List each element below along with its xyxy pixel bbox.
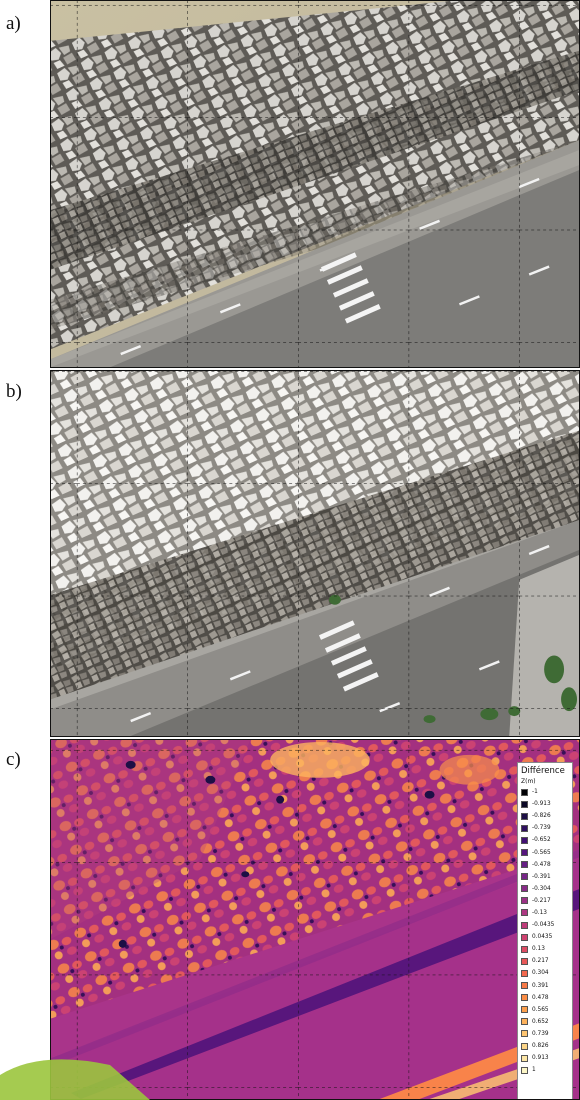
- legend-item: 1: [521, 1064, 569, 1076]
- orthophoto-panel-a: [50, 0, 580, 368]
- panel-label-c: c): [6, 749, 21, 770]
- legend-swatch: [521, 1018, 528, 1026]
- legend-rows: -1 -0.913 -0.826 -0.739 -0.652 -0.565 -0.478 -0…: [521, 786, 569, 1076]
- panel-label-a: a): [6, 13, 21, 34]
- legend-value: 0.913: [532, 1055, 549, 1062]
- legend-item: 0.652: [521, 1016, 569, 1028]
- legend-swatch: [521, 1042, 528, 1050]
- legend-swatch: [521, 1066, 528, 1074]
- legend-value: 0.217: [532, 958, 549, 965]
- legend-item: -0.652: [521, 834, 569, 846]
- legend-item: 0.478: [521, 992, 569, 1004]
- legend-title: Différence: [521, 766, 565, 776]
- legend-value: -0.565: [532, 849, 551, 856]
- legend-item: -0.304: [521, 883, 569, 895]
- legend-swatch: [521, 909, 528, 917]
- legend-value: 0.652: [532, 1018, 549, 1025]
- legend-swatch: [521, 849, 528, 857]
- legend-item: 0.826: [521, 1040, 569, 1052]
- legend-item: -0.565: [521, 846, 569, 858]
- legend-item: -0.13: [521, 907, 569, 919]
- legend-swatch: [521, 957, 528, 965]
- difference-legend: Différence Z(m) -1 -0.913 -0.826 -0.739 -0.6…: [517, 762, 573, 1099]
- legend-swatch: [521, 873, 528, 881]
- legend-value: -0.0435: [532, 922, 555, 929]
- legend-item: -0.913: [521, 798, 569, 810]
- legend-item: 0.391: [521, 980, 569, 992]
- legend-value: -0.217: [532, 897, 551, 904]
- legend-value: -0.826: [532, 813, 551, 820]
- legend-value: 0.826: [532, 1043, 549, 1050]
- legend-item: -0.391: [521, 871, 569, 883]
- legend-value: -1: [532, 789, 538, 796]
- legend-value: 0.739: [532, 1030, 549, 1037]
- orthophoto-panel-b: [50, 370, 580, 737]
- legend-swatch: [521, 945, 528, 953]
- legend-swatch: [521, 969, 528, 977]
- legend-item: 0.739: [521, 1028, 569, 1040]
- legend-unit: Z(m): [521, 778, 536, 785]
- aerial-photo-a: [51, 1, 579, 367]
- legend-value: 0.13: [532, 946, 545, 953]
- legend-item: -0.478: [521, 859, 569, 871]
- panel-label-b: b): [6, 381, 22, 402]
- legend-value: -0.652: [532, 837, 551, 844]
- legend-value: 0.0435: [532, 934, 553, 941]
- legend-item: -0.826: [521, 810, 569, 822]
- legend-swatch: [521, 1030, 528, 1038]
- legend-item: 0.0435: [521, 931, 569, 943]
- legend-swatch: [521, 800, 528, 808]
- legend-item: 0.913: [521, 1052, 569, 1064]
- legend-value: -0.478: [532, 861, 551, 868]
- legend-item: -0.217: [521, 895, 569, 907]
- legend-swatch: [521, 1054, 528, 1062]
- difference-heatmap: [51, 740, 579, 1099]
- legend-item: -0.739: [521, 822, 569, 834]
- legend-value: -0.913: [532, 801, 551, 808]
- difference-map-panel-c: Différence Z(m) -1 -0.913 -0.826 -0.739 -0.6…: [50, 739, 580, 1100]
- legend-value: -0.304: [532, 885, 551, 892]
- aerial-photo-b: [51, 371, 579, 736]
- legend-value: 1: [532, 1067, 536, 1074]
- legend-swatch: [521, 1006, 528, 1014]
- legend-swatch: [521, 982, 528, 990]
- legend-swatch: [521, 933, 528, 941]
- legend-swatch: [521, 885, 528, 893]
- legend-swatch: [521, 921, 528, 929]
- legend-swatch: [521, 824, 528, 832]
- legend-swatch: [521, 861, 528, 869]
- legend-swatch: [521, 836, 528, 844]
- legend-item: 0.217: [521, 955, 569, 967]
- legend-item: 0.13: [521, 943, 569, 955]
- legend-value: 0.478: [532, 994, 549, 1001]
- legend-swatch: [521, 812, 528, 820]
- legend-item: 0.565: [521, 1004, 569, 1016]
- legend-value: 0.391: [532, 982, 549, 989]
- legend-value: -0.13: [532, 909, 547, 916]
- legend-value: -0.739: [532, 825, 551, 832]
- legend-swatch: [521, 994, 528, 1002]
- legend-swatch: [521, 788, 528, 796]
- legend-swatch: [521, 897, 528, 905]
- legend-value: -0.391: [532, 873, 551, 880]
- legend-item: -1: [521, 786, 569, 798]
- legend-value: 0.565: [532, 1006, 549, 1013]
- legend-item: 0.304: [521, 967, 569, 979]
- legend-item: -0.0435: [521, 919, 569, 931]
- legend-value: 0.304: [532, 970, 549, 977]
